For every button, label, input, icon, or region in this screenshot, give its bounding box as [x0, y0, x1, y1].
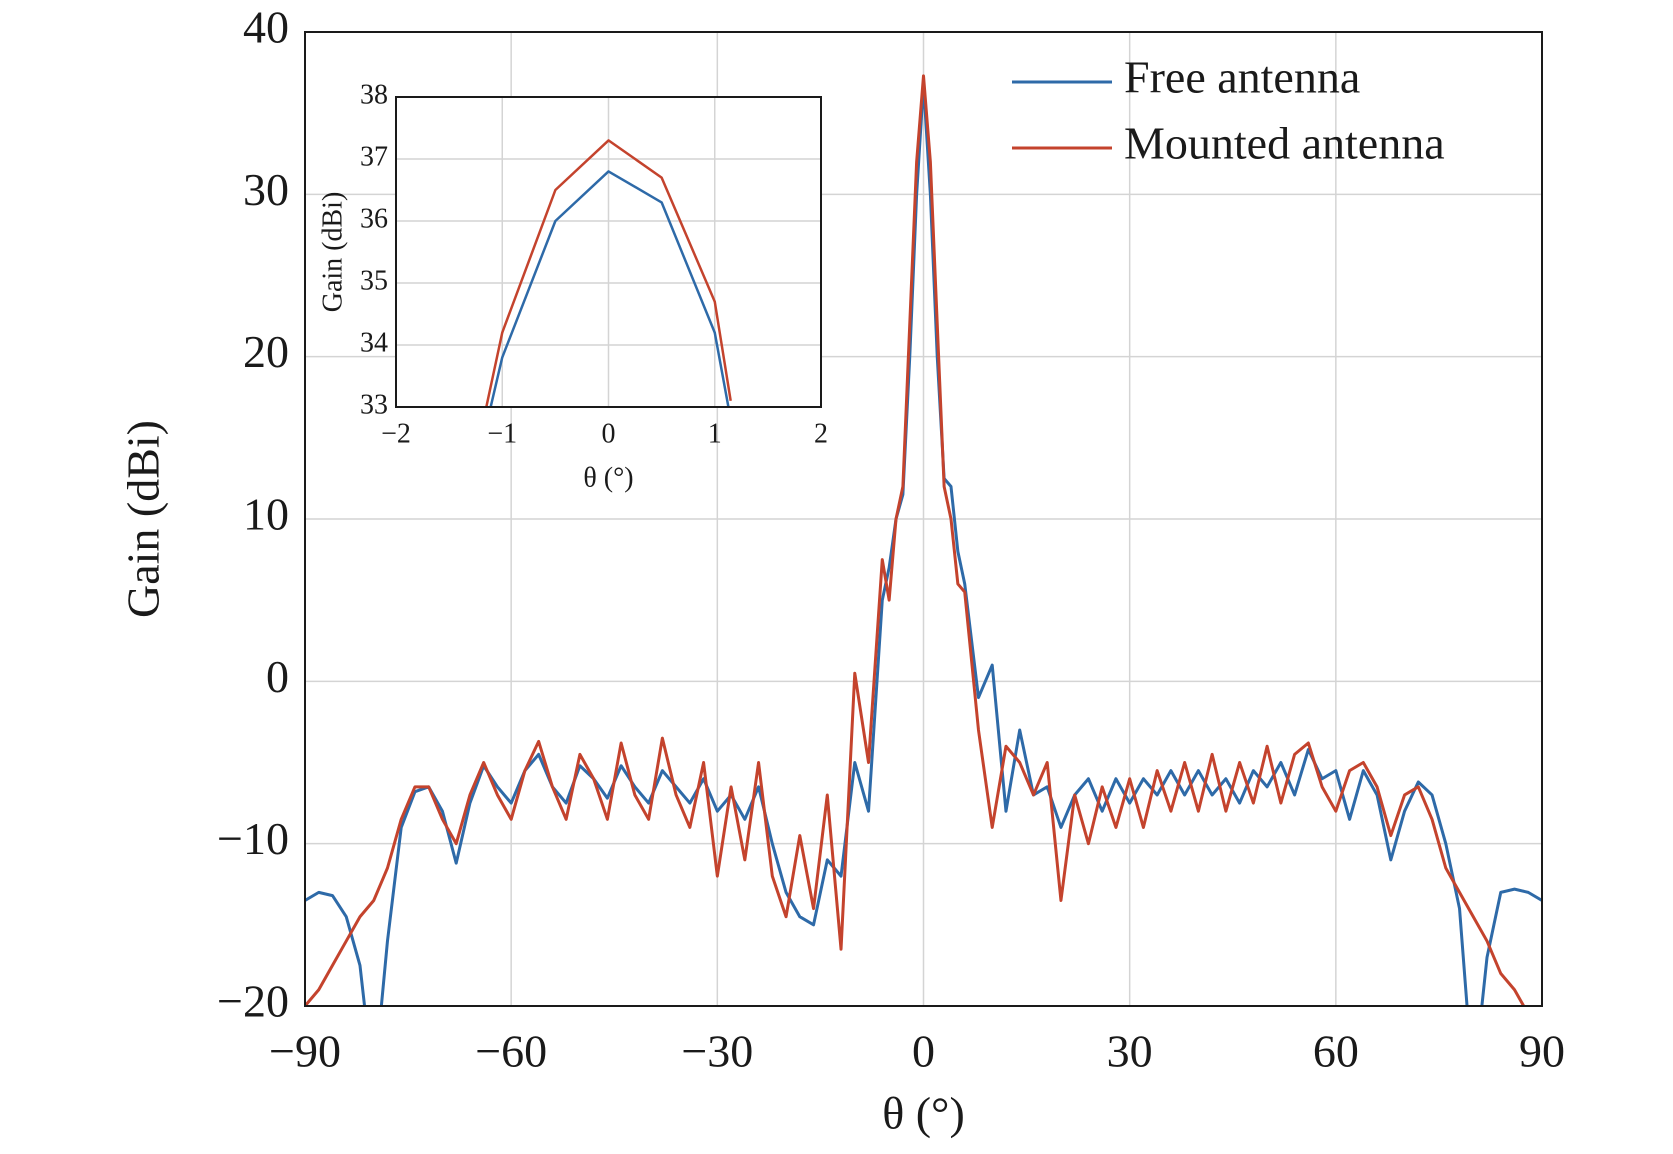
x-tick-label: 2 [814, 418, 828, 449]
x-tick-label: 90 [1519, 1026, 1565, 1077]
y-tick-label: 0 [266, 651, 289, 702]
series-line [485, 139, 732, 407]
plot-frame [395, 96, 822, 408]
legend-label: Mounted antenna [1124, 118, 1445, 169]
x-tick-label: 30 [1107, 1026, 1153, 1077]
x-tick-label: 60 [1313, 1026, 1359, 1077]
y-tick-label: 36 [360, 203, 388, 234]
x-tick-label: 1 [708, 418, 722, 449]
y-tick-label: 33 [360, 389, 388, 420]
y-tick-label: 10 [243, 489, 289, 540]
y-tick-label: 38 [360, 79, 388, 110]
y-tick-label: 40 [243, 2, 289, 53]
x-tick-label: 0 [602, 418, 616, 449]
y-tick-label: −10 [217, 813, 289, 864]
legend-label: Free antenna [1124, 52, 1360, 103]
y-axis-label: Gain (dBi) [317, 192, 348, 313]
y-tick-label: 37 [360, 141, 388, 172]
x-tick-label: −90 [269, 1026, 341, 1077]
x-tick-label: −60 [475, 1026, 547, 1077]
series-line [489, 170, 730, 407]
x-tick-label: −2 [381, 418, 411, 449]
x-axis-label: θ (°) [882, 1088, 965, 1139]
y-tick-label: 30 [243, 164, 289, 215]
x-tick-label: −30 [681, 1026, 753, 1077]
y-tick-label: 20 [243, 326, 289, 377]
x-tick-label: 0 [912, 1026, 935, 1077]
x-tick-label: −1 [487, 418, 517, 449]
y-axis-label: Gain (dBi) [118, 420, 169, 618]
y-tick-label: 35 [360, 265, 388, 296]
y-tick-label: −20 [217, 976, 289, 1027]
y-tick-label: 34 [360, 327, 388, 358]
series-line [305, 74, 1526, 1006]
plot-frame [304, 31, 1543, 1007]
x-axis-label: θ (°) [583, 462, 633, 493]
